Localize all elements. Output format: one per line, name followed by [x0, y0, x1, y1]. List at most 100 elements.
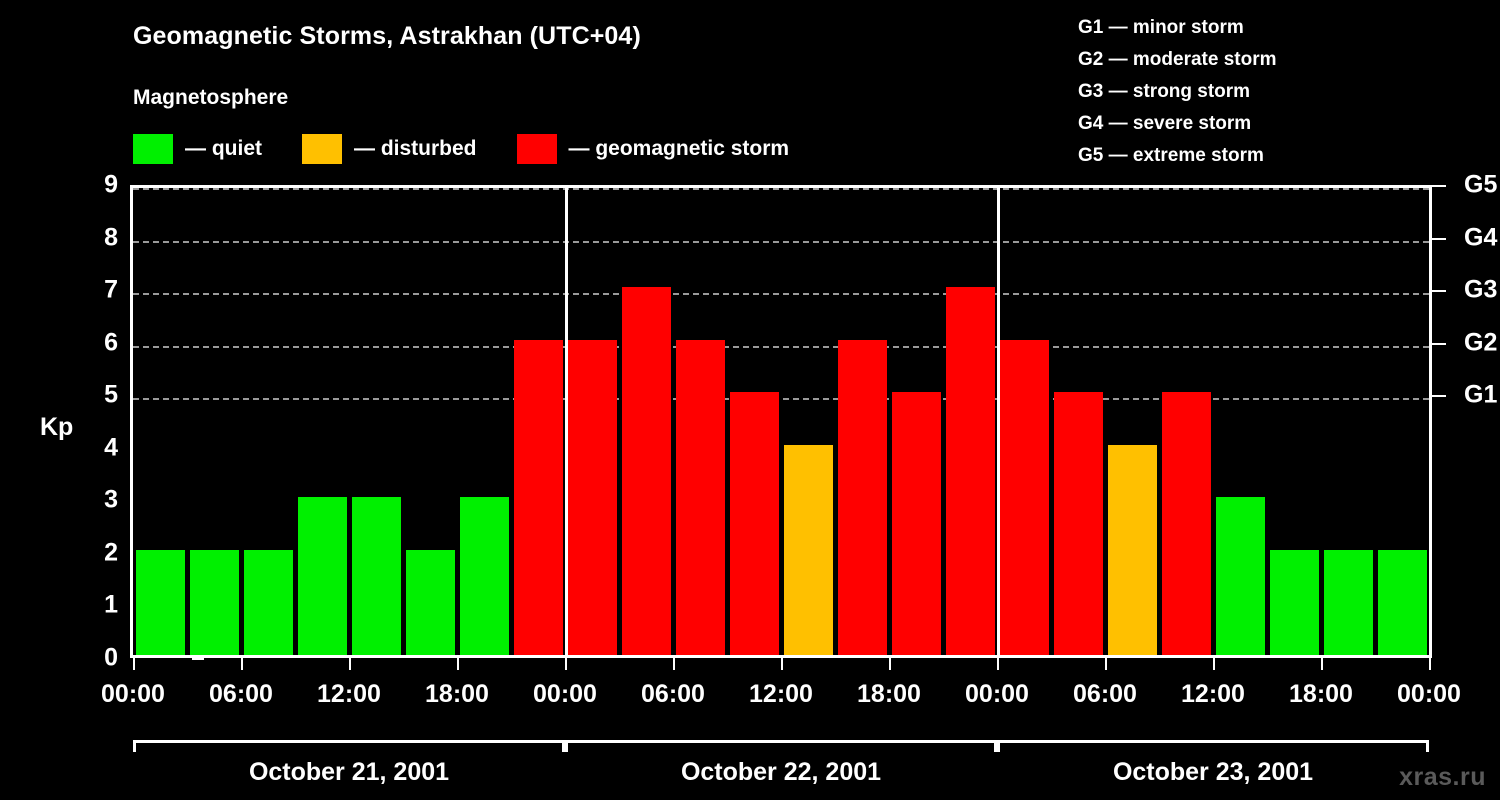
y-tick-label: 8 — [104, 223, 118, 252]
x-tick-mark — [1213, 658, 1215, 670]
g-scale-legend: G1 — minor storm G2 — moderate storm G3 — … — [1078, 12, 1277, 172]
bar[interactable] — [891, 392, 941, 655]
legend-item: — disturbed — [302, 134, 477, 164]
day-band-label: October 21, 2001 — [248, 758, 450, 786]
x-tick-mark — [997, 658, 999, 670]
g-axis-ticks: G1 G2 G3 G4 G5 — [1432, 171, 1500, 658]
legend: — quiet — disturbed — geomagnetic storm — [133, 133, 829, 165]
y-tick-label: 1 — [104, 590, 118, 619]
day-bands: October 21, 2001 October 22, 2001 October … — [130, 740, 1432, 800]
x-tick-label: 00:00 — [1397, 680, 1461, 708]
g-tick-mark — [1432, 290, 1446, 293]
bar[interactable] — [405, 549, 455, 655]
bar[interactable] — [837, 339, 887, 655]
x-tick-label: 06:00 — [1073, 680, 1137, 708]
x-tick-label: 18:00 — [857, 680, 921, 708]
y-tick-label: 9 — [104, 170, 118, 199]
bar[interactable] — [1215, 497, 1265, 655]
bar[interactable] — [999, 339, 1049, 655]
gridline — [133, 345, 1429, 348]
bar[interactable] — [351, 497, 401, 655]
x-tick-mark — [241, 658, 243, 670]
day-band — [133, 740, 565, 752]
legend-item-label: — quiet — [185, 137, 262, 160]
y-tick-mark — [192, 658, 204, 660]
y-axis-ticks: 0 1 2 3 4 5 6 7 8 9 — [74, 171, 204, 672]
x-tick-mark — [565, 658, 567, 670]
gridline — [133, 398, 1429, 401]
x-tick-label: 12:00 — [317, 680, 381, 708]
x-tick-label: 18:00 — [425, 680, 489, 708]
x-tick-mark — [133, 658, 135, 670]
orange-square-icon — [302, 134, 342, 164]
bar[interactable] — [945, 287, 995, 655]
x-tick-label: 00:00 — [101, 680, 165, 708]
bar[interactable] — [1161, 392, 1211, 655]
bar[interactable] — [459, 497, 509, 655]
x-tick-mark — [1321, 658, 1323, 670]
x-tick-mark — [349, 658, 351, 670]
y-axis-label: Kp — [40, 413, 74, 441]
y-tick-label: 3 — [104, 485, 118, 514]
g-tick-label: G1 — [1464, 380, 1498, 409]
g-scale-row: G3 — strong storm — [1078, 81, 1251, 102]
bar[interactable] — [729, 392, 779, 655]
bar-series — [133, 188, 1429, 655]
legend-item-label: — geomagnetic storm — [568, 137, 790, 160]
plot-inner — [133, 188, 1429, 655]
bar[interactable] — [135, 549, 185, 655]
x-tick-label: 12:00 — [749, 680, 813, 708]
x-tick-mark — [1429, 658, 1431, 670]
day-band — [565, 740, 997, 752]
bar[interactable] — [1377, 549, 1427, 655]
day-band-label: October 22, 2001 — [680, 758, 882, 786]
bar[interactable] — [189, 549, 239, 655]
g-tick-label: G5 — [1464, 170, 1498, 199]
x-tick-mark — [781, 658, 783, 670]
x-tick-label: 18:00 — [1289, 680, 1353, 708]
x-tick-label: 00:00 — [965, 680, 1029, 708]
bar[interactable] — [567, 339, 617, 655]
day-band-label: October 23, 2001 — [1112, 758, 1314, 786]
g-tick-mark — [1432, 342, 1446, 345]
bar[interactable] — [621, 287, 671, 655]
g-scale-row: G1 — minor storm — [1078, 17, 1244, 38]
y-tick-label: 6 — [104, 328, 118, 357]
x-tick-mark — [457, 658, 459, 670]
x-tick-label: 00:00 — [533, 680, 597, 708]
red-square-icon — [516, 134, 557, 164]
g-scale-row: G5 — extreme storm — [1078, 145, 1264, 166]
g-tick-mark — [1432, 395, 1446, 398]
magnetosphere-label: Magnetosphere — [133, 86, 289, 109]
day-band — [997, 740, 1429, 752]
bar[interactable] — [1107, 444, 1157, 655]
y-tick-label: 7 — [104, 275, 118, 304]
x-tick-label: 06:00 — [641, 680, 705, 708]
g-tick-mark — [1432, 185, 1446, 187]
bar[interactable] — [1269, 549, 1319, 655]
bar[interactable] — [675, 339, 725, 655]
bar[interactable] — [513, 339, 563, 655]
bar[interactable] — [783, 444, 833, 655]
green-square-icon — [133, 134, 173, 164]
bar[interactable] — [243, 549, 293, 655]
bar[interactable] — [297, 497, 347, 655]
g-tick-label: G3 — [1464, 275, 1498, 304]
legend-item-label: — disturbed — [354, 137, 477, 160]
watermark: xras.ru — [1399, 763, 1486, 791]
day-separator — [997, 188, 1000, 655]
gridline — [133, 188, 1429, 190]
g-tick-label: G4 — [1464, 223, 1498, 252]
gridline — [133, 293, 1429, 296]
legend-item: — geomagnetic storm — [516, 134, 790, 164]
g-tick-label: G2 — [1464, 328, 1498, 357]
bar[interactable] — [1323, 549, 1373, 655]
x-tick-label: 12:00 — [1181, 680, 1245, 708]
y-tick-label: 2 — [104, 538, 118, 567]
x-tick-mark — [889, 658, 891, 670]
day-separator — [565, 188, 568, 655]
plot-area — [130, 185, 1432, 658]
bar[interactable] — [1053, 392, 1103, 655]
y-tick-label: 5 — [104, 380, 118, 409]
